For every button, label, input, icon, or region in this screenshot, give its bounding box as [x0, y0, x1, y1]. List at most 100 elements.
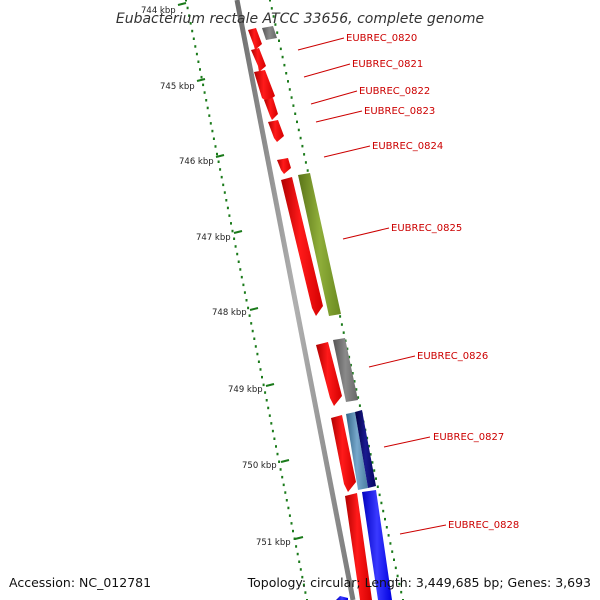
- ruler-minor-tick: [267, 406, 270, 410]
- ruler-minor-tick: [199, 68, 201, 71]
- page-title: Eubacterium rectale ATCC 33656, complete…: [116, 11, 484, 27]
- gene-label-eubrec-0826[interactable]: EUBREC_0826: [417, 351, 488, 362]
- strand-minor-tick: [351, 372, 354, 375]
- ruler-label-747: 747 kbp: [196, 233, 231, 243]
- ruler-label-748: 748 kbp: [212, 308, 247, 318]
- strand-minor-tick: [357, 396, 360, 399]
- gene-arrow-eubrec-0828[interactable]: [345, 493, 372, 600]
- ruler-major-tick: [177, 2, 187, 6]
- strand-minor-tick: [290, 96, 293, 99]
- accession-text: Accession: NC_012781: [9, 575, 151, 590]
- ruler-minor-tick: [217, 160, 220, 163]
- strand-minor-tick: [292, 104, 295, 107]
- strand-minor-tick: [376, 485, 379, 488]
- strand-minor-tick: [384, 517, 386, 521]
- gene-arrow-eubrec-0821[interactable]: [251, 48, 266, 72]
- ruler-major-tick: [215, 154, 225, 158]
- gene-arrow-gray-top[interactable]: [262, 26, 277, 40]
- strand-minor-tick: [301, 144, 304, 148]
- strand-minor-tick: [380, 501, 383, 505]
- gene-arrow-eubrec-0823[interactable]: [264, 98, 278, 120]
- ruler-minor-tick: [304, 591, 307, 594]
- ruler-minor-tick: [228, 214, 231, 217]
- ruler-minor-tick: [242, 283, 245, 287]
- ruler-minor-tick: [188, 14, 191, 17]
- ruler-minor-tick: [239, 268, 242, 271]
- ruler-minor-tick: [298, 560, 301, 563]
- ruler-minor-tick: [231, 229, 234, 233]
- ruler-minor-tick: [237, 260, 240, 263]
- ruler-label-750: 750 kbp: [242, 461, 277, 471]
- ruler-minor-tick: [240, 275, 243, 279]
- ruler-major-tick: [280, 459, 290, 463]
- gene-features: [248, 26, 392, 600]
- ruler-minor-tick: [202, 83, 205, 87]
- leader-line-eubrec-0825: [342, 227, 390, 240]
- gene-arrow-eubrec-0820[interactable]: [248, 28, 262, 50]
- gene-label-eubrec-0822[interactable]: EUBREC_0822: [359, 86, 430, 97]
- gene-block-steel[interactable]: [346, 412, 368, 490]
- gene-block-blue[interactable]: [362, 490, 392, 600]
- gene-label-eubrec-0825[interactable]: EUBREC_0825: [391, 223, 462, 234]
- strand-minor-tick: [342, 331, 345, 334]
- ruler-minor-tick: [208, 114, 211, 117]
- gene-arrow-eubrec-0826[interactable]: [316, 342, 342, 406]
- ruler-minor-tick: [234, 245, 237, 248]
- strand-minor-tick: [339, 315, 342, 318]
- gene-arrow-eubrec-0822[interactable]: [254, 70, 275, 102]
- leader-line-eubrec-0828: [399, 524, 447, 535]
- strand-minor-tick: [288, 88, 291, 91]
- gene-arrow-small-red[interactable]: [277, 158, 291, 174]
- gene-block-gray[interactable]: [333, 338, 358, 402]
- strand-minor-tick: [367, 444, 370, 448]
- ruler-major-tick: [249, 307, 259, 311]
- gene-block-navy[interactable]: [355, 410, 376, 488]
- leader-line-eubrec-0820: [297, 37, 345, 51]
- ruler-minor-tick: [295, 545, 298, 548]
- ruler-minor-tick: [261, 375, 263, 379]
- gene-label-eubrec-0820[interactable]: EUBREC_0820: [346, 33, 417, 44]
- gene-labels: EUBREC_0820 EUBREC_0821 EUBREC_0822 EUBR…: [346, 33, 519, 531]
- label-leader-lines: [297, 37, 447, 535]
- gene-arrow-eubrec-0827[interactable]: [331, 415, 356, 492]
- gene-label-eubrec-0824[interactable]: EUBREC_0824: [372, 141, 443, 152]
- ruler-minor-tick: [195, 52, 198, 56]
- ruler-minor-tick: [248, 314, 251, 317]
- gene-block-olive[interactable]: [298, 173, 341, 316]
- ruler-minor-tick: [265, 399, 268, 402]
- gene-label-eubrec-0827[interactable]: EUBREC_0827: [433, 432, 504, 443]
- strand-minor-tick: [276, 31, 279, 34]
- ruler-minor-tick: [230, 222, 232, 225]
- ruler-minor-tick: [264, 391, 267, 394]
- strand-minor-tick: [398, 582, 401, 586]
- strand-minor-tick: [285, 72, 288, 75]
- ruler-minor-tick: [292, 529, 294, 533]
- gene-arrow-blue-bottom[interactable]: [336, 596, 348, 600]
- strand-minor-tick: [349, 363, 352, 367]
- ruler-minor-tick: [220, 175, 223, 179]
- ruler-minor-tick: [268, 414, 271, 417]
- position-ruler: 744 kbp 745 kbp 746 kbp 747 kbp 748 kbp …: [141, 2, 304, 548]
- strand-minor-tick: [396, 574, 399, 578]
- gene-label-eubrec-0823[interactable]: EUBREC_0823: [364, 106, 435, 117]
- ruler-major-tick: [294, 536, 304, 540]
- strand-minor-tick: [297, 128, 300, 132]
- ruler-minor-tick: [247, 306, 250, 310]
- strand-minor-tick: [355, 388, 358, 391]
- gene-label-eubrec-0821[interactable]: EUBREC_0821: [352, 59, 423, 70]
- ruler-minor-tick: [206, 106, 209, 110]
- strand-minor-tick: [348, 355, 351, 359]
- gene-label-eubrec-0828[interactable]: EUBREC_0828: [448, 520, 519, 531]
- strand-minor-tick: [296, 120, 298, 124]
- ruler-minor-tick: [288, 514, 291, 517]
- strand-minor-tick: [346, 347, 349, 351]
- ruler-label-745: 745 kbp: [160, 82, 195, 92]
- leader-line-eubrec-0827: [383, 436, 431, 448]
- gene-arrow-eubrec-0825[interactable]: [281, 177, 323, 316]
- gene-arrow-eubrec-0824[interactable]: [268, 120, 284, 142]
- ruler-minor-tick: [285, 499, 288, 502]
- ruler-minor-tick: [189, 22, 192, 25]
- strand-minor-tick: [387, 534, 390, 537]
- ruler-minor-tick: [284, 491, 287, 494]
